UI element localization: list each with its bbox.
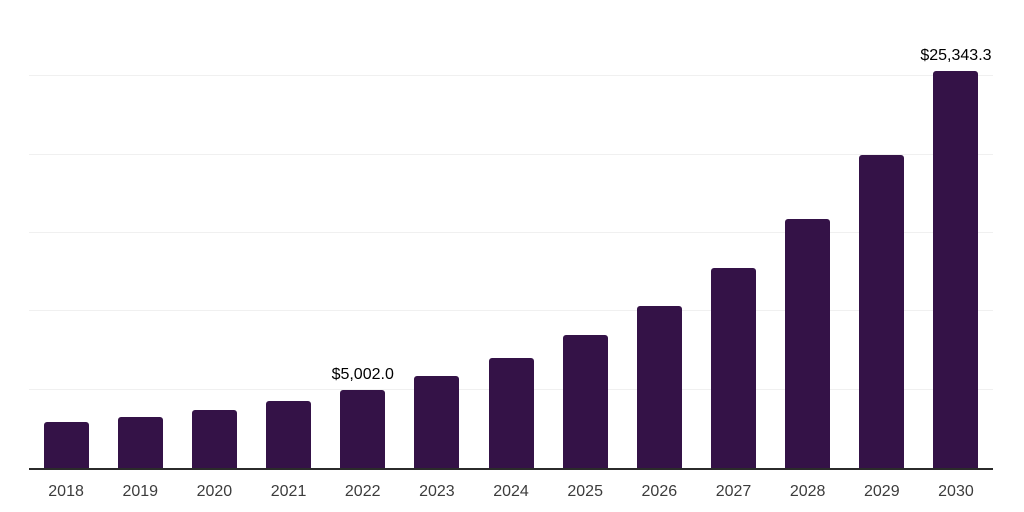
bar-slot-2029	[845, 0, 919, 468]
data-label-2030: $25,343.3	[920, 46, 992, 64]
x-tick-2027: 2027	[715, 483, 752, 500]
bar-2019	[117, 416, 163, 468]
bar-slot-2028	[771, 0, 845, 468]
x-tick-2022: 2022	[344, 483, 381, 500]
x-tick-2028: 2028	[789, 483, 826, 500]
bar-2026	[636, 305, 682, 468]
bar-2029	[859, 155, 905, 468]
bar-slot-2022: $5,002.0	[326, 0, 400, 468]
bar-slot-2026	[622, 0, 696, 468]
bar-2023	[414, 376, 460, 468]
bar-2028	[785, 218, 831, 468]
bar-2018	[43, 421, 89, 468]
bar-slot-2025	[548, 0, 622, 468]
gridline-15000	[29, 232, 993, 233]
plot-area: $5,002.0 $25,343.3	[29, 0, 993, 470]
bar-2030	[933, 70, 979, 468]
bar-2021	[266, 401, 312, 468]
x-tick-2021: 2021	[270, 483, 307, 500]
x-tick-2024: 2024	[493, 483, 529, 500]
bar-slot-2023	[400, 0, 474, 468]
bar-2027	[710, 268, 756, 468]
bar-slot-2024	[474, 0, 548, 468]
x-tick-2019: 2019	[122, 483, 159, 500]
x-tick-2023: 2023	[419, 483, 455, 500]
bar-2022	[340, 389, 386, 468]
x-tick-2029: 2029	[864, 483, 900, 500]
bar-slot-2018	[29, 0, 103, 468]
bar-slot-2030: $25,343.3	[919, 0, 993, 468]
x-tick-2018: 2018	[48, 483, 84, 500]
bar-2024	[488, 357, 534, 468]
x-tick-2030: 2030	[938, 483, 974, 500]
x-tick-2026: 2026	[641, 483, 678, 500]
bar-slot-2027	[696, 0, 770, 468]
bar-slot-2020	[177, 0, 251, 468]
bar-slot-2021	[251, 0, 325, 468]
x-tick-2020: 2020	[196, 483, 233, 500]
x-axis-labels: 2018 2019 2020 2021 2022 2023 2024 2025 2026 2027…	[29, 472, 993, 501]
bar-2020	[191, 410, 237, 468]
gridline-20000	[29, 153, 993, 155]
data-label-2022: $5,002.0	[331, 365, 394, 383]
gridline-25000	[29, 75, 993, 77]
gridline-10000	[29, 310, 993, 312]
x-tick-2025: 2025	[567, 483, 603, 500]
bar-slot-2019	[103, 0, 177, 468]
bar-2025	[562, 335, 608, 468]
